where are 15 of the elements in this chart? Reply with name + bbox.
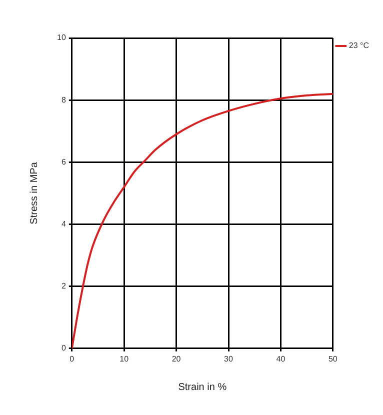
y-axis-title: Stress in MPa [28, 162, 40, 224]
x-tick-label: 0 [70, 354, 75, 364]
x-tick-label: 30 [224, 354, 234, 364]
y-tick-label: 0 [61, 344, 66, 353]
y-tick-label: 4 [61, 219, 66, 228]
y-tick-label: 8 [61, 95, 66, 104]
legend-label: 23 °C [348, 41, 370, 50]
x-tick-label: 10 [120, 354, 130, 364]
x-tick-label: 50 [328, 354, 338, 364]
y-tick-label: 2 [61, 282, 66, 291]
y-tick-label: 6 [61, 157, 66, 166]
x-axis-title: Strain in % [178, 382, 227, 393]
x-tick-label: 40 [276, 354, 286, 364]
y-tick-label: 10 [56, 33, 66, 42]
x-tick-label: 20 [172, 354, 182, 364]
